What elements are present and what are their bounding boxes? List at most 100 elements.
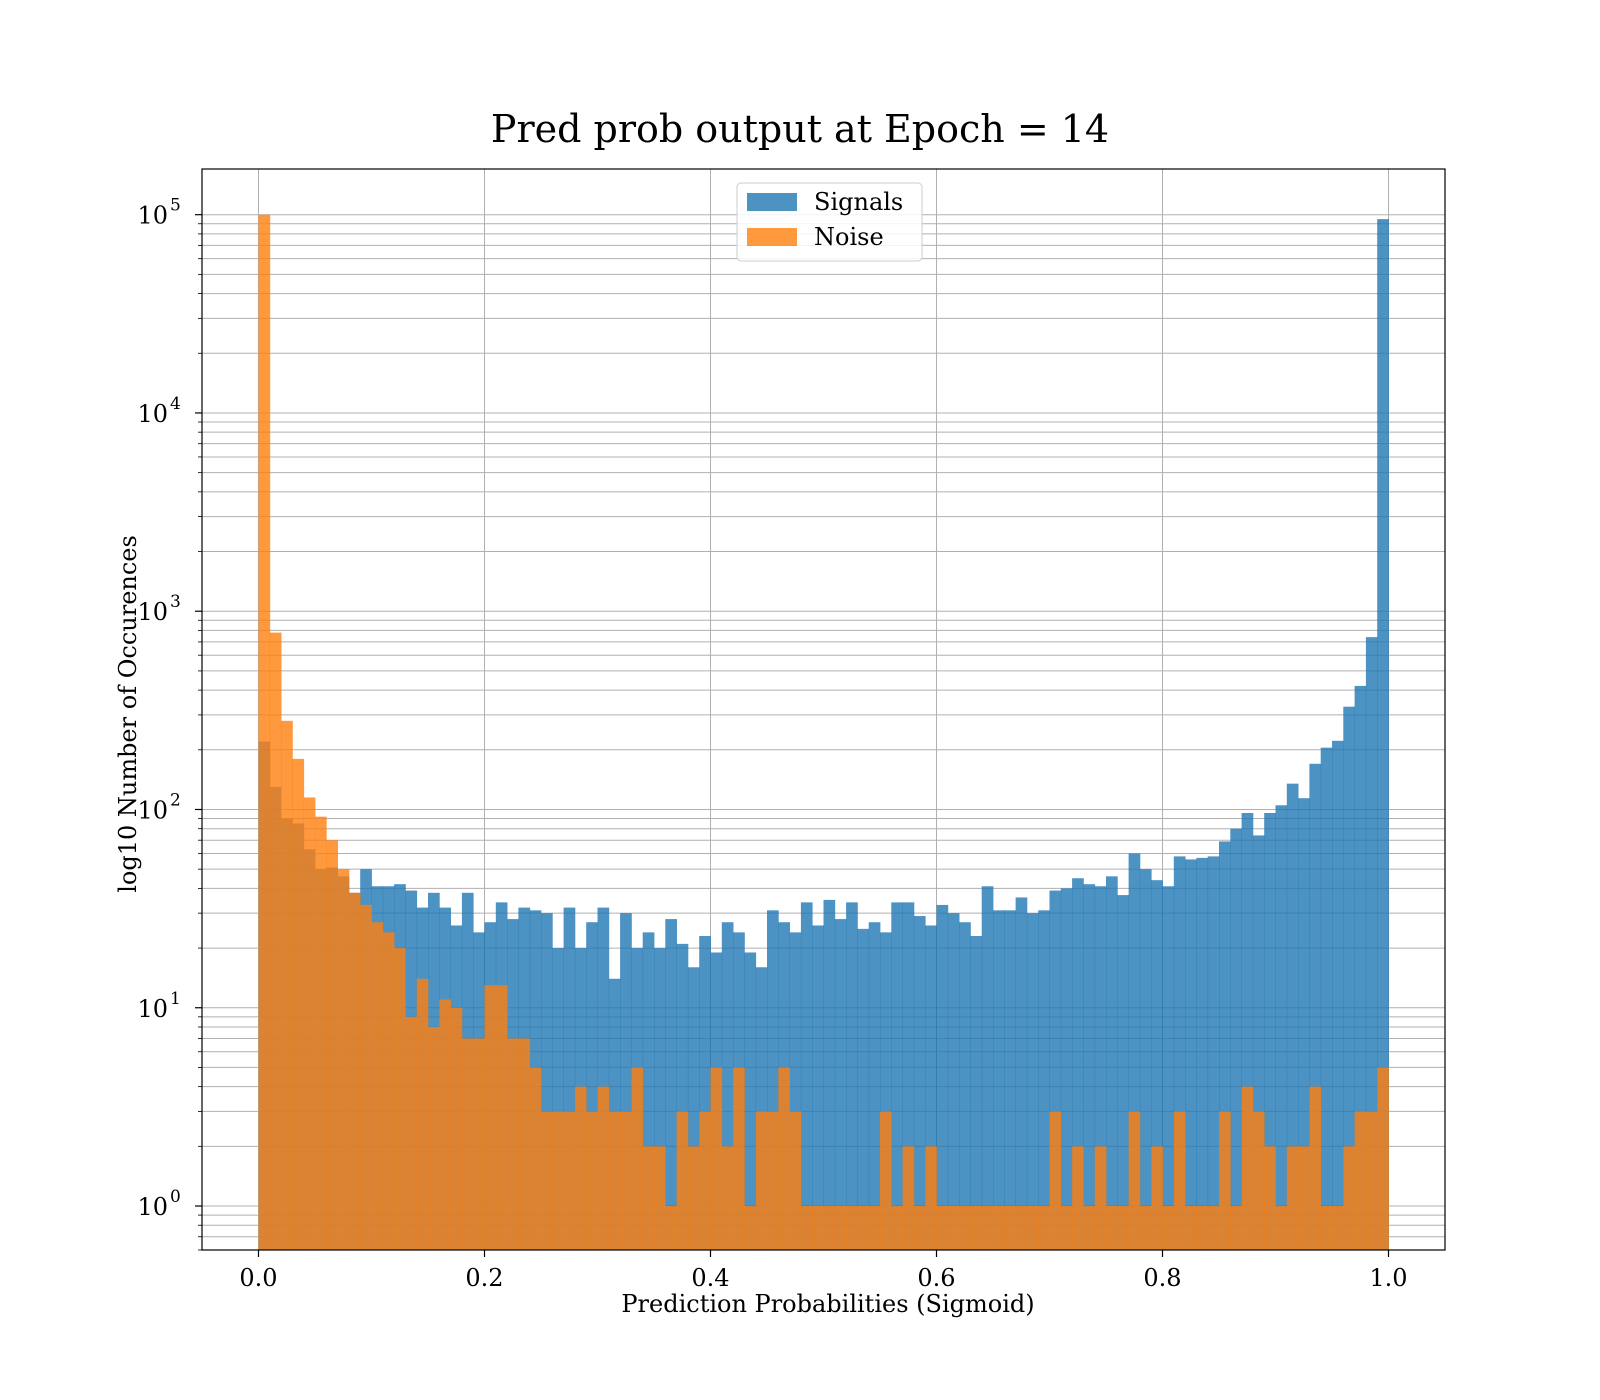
noise-bar xyxy=(1083,1206,1096,1250)
signals-bar xyxy=(1377,219,1389,1251)
noise-bar xyxy=(699,1111,711,1250)
noise-bar xyxy=(721,1146,734,1250)
legend-swatch-signals xyxy=(747,193,797,211)
noise-bar xyxy=(1049,1111,1062,1250)
noise-bar xyxy=(1026,1206,1039,1250)
axes-frame xyxy=(201,168,1446,1251)
noise-bar xyxy=(880,1111,892,1250)
noise-bar xyxy=(450,1007,463,1250)
noise-bar xyxy=(642,1146,655,1250)
signals-bar xyxy=(541,913,553,1250)
signals-bar xyxy=(1038,910,1050,1250)
signals-bar xyxy=(1151,880,1163,1250)
noise-bar xyxy=(473,1038,485,1250)
legend-swatch-noise xyxy=(747,228,797,246)
noise-bar xyxy=(1106,1206,1118,1250)
signals-bar xyxy=(789,932,802,1250)
noise-bar xyxy=(348,892,361,1250)
signals-bar xyxy=(981,886,994,1250)
signals-bar xyxy=(586,922,598,1250)
noise-bar xyxy=(1128,1111,1141,1250)
noise-bar xyxy=(337,869,350,1250)
noise-bar xyxy=(518,1038,531,1250)
noise-bar xyxy=(970,1206,983,1250)
noise-bar xyxy=(1162,1206,1175,1250)
noise-bar xyxy=(574,1086,587,1250)
noise-bar xyxy=(1354,1111,1367,1250)
noise-bar xyxy=(394,948,406,1250)
signals-bar xyxy=(1117,895,1129,1250)
x-tick-label: 1.0 xyxy=(1369,1264,1407,1292)
noise-bar xyxy=(1286,1146,1299,1250)
noise-bar xyxy=(947,1206,960,1250)
x-axis-ticks: 0.0 0.2 0.4 0.6 0.8 1.0 xyxy=(239,1250,1408,1292)
signals-bar xyxy=(1139,869,1152,1250)
noise-bar xyxy=(665,1206,677,1250)
noise-bar xyxy=(993,1206,1005,1250)
y-tick-exponent: 1 xyxy=(170,989,181,1009)
signals-bar xyxy=(834,919,847,1250)
signals-bar xyxy=(1365,637,1378,1250)
signals-bar xyxy=(1083,884,1096,1250)
noise-bar xyxy=(767,1111,779,1250)
signals-bar xyxy=(1162,886,1175,1250)
y-tick-exponent: 0 xyxy=(170,1187,181,1207)
noise-bar xyxy=(823,1206,836,1250)
noise-bar xyxy=(1072,1146,1084,1250)
signals-bar xyxy=(721,922,734,1250)
noise-bar xyxy=(755,1111,768,1250)
noise-bar xyxy=(461,1038,474,1250)
noise-bar xyxy=(258,214,271,1251)
signals-bar xyxy=(880,932,892,1250)
noise-bar xyxy=(269,632,282,1250)
signals-bar xyxy=(552,948,564,1250)
signals-bar xyxy=(1072,878,1084,1250)
signals-bar xyxy=(1004,910,1016,1250)
noise-bar xyxy=(507,1038,519,1250)
noise-bar xyxy=(789,1111,802,1250)
signals-bar xyxy=(1241,813,1254,1250)
signals-bar xyxy=(1309,763,1322,1250)
noise-bar xyxy=(360,904,372,1250)
legend-label-noise: Noise xyxy=(814,223,884,251)
signals-bar xyxy=(699,936,711,1250)
noise-bars xyxy=(258,214,1389,1251)
noise-bar xyxy=(1173,1111,1186,1250)
noise-bar xyxy=(586,1111,598,1250)
signals-bar xyxy=(1015,897,1028,1250)
noise-bar xyxy=(1332,1206,1344,1250)
noise-bar xyxy=(676,1111,689,1250)
signals-bar xyxy=(597,907,610,1250)
noise-bar xyxy=(1038,1206,1050,1250)
signals-bar xyxy=(947,913,960,1250)
noise-bar xyxy=(744,1206,757,1250)
noise-bar xyxy=(1298,1146,1310,1250)
signals-bar xyxy=(959,922,971,1250)
signals-bar xyxy=(936,904,949,1250)
signals-bar xyxy=(744,952,757,1250)
signals-bar xyxy=(654,948,666,1250)
signals-bar xyxy=(812,925,824,1250)
signals-bar xyxy=(1252,835,1265,1250)
noise-bar xyxy=(1241,1086,1254,1250)
signals-bar xyxy=(620,913,632,1250)
noise-bar xyxy=(552,1111,564,1250)
signals-bar xyxy=(1094,886,1107,1250)
noise-bar xyxy=(654,1146,666,1250)
noise-bar xyxy=(778,1067,790,1250)
noise-bar xyxy=(1365,1111,1378,1250)
noise-bar xyxy=(834,1206,847,1250)
signals-bar xyxy=(1275,805,1288,1250)
noise-bar xyxy=(371,922,384,1250)
noise-bar xyxy=(857,1206,870,1250)
y-tick-label: 10 xyxy=(137,1193,168,1221)
noise-bar xyxy=(1196,1206,1209,1250)
noise-bar xyxy=(687,1146,700,1250)
noise-bar xyxy=(620,1111,632,1250)
signals-bar xyxy=(1173,856,1186,1250)
signals-bar xyxy=(1049,890,1062,1250)
signals-bar xyxy=(1343,706,1355,1250)
noise-bar xyxy=(1185,1206,1197,1250)
